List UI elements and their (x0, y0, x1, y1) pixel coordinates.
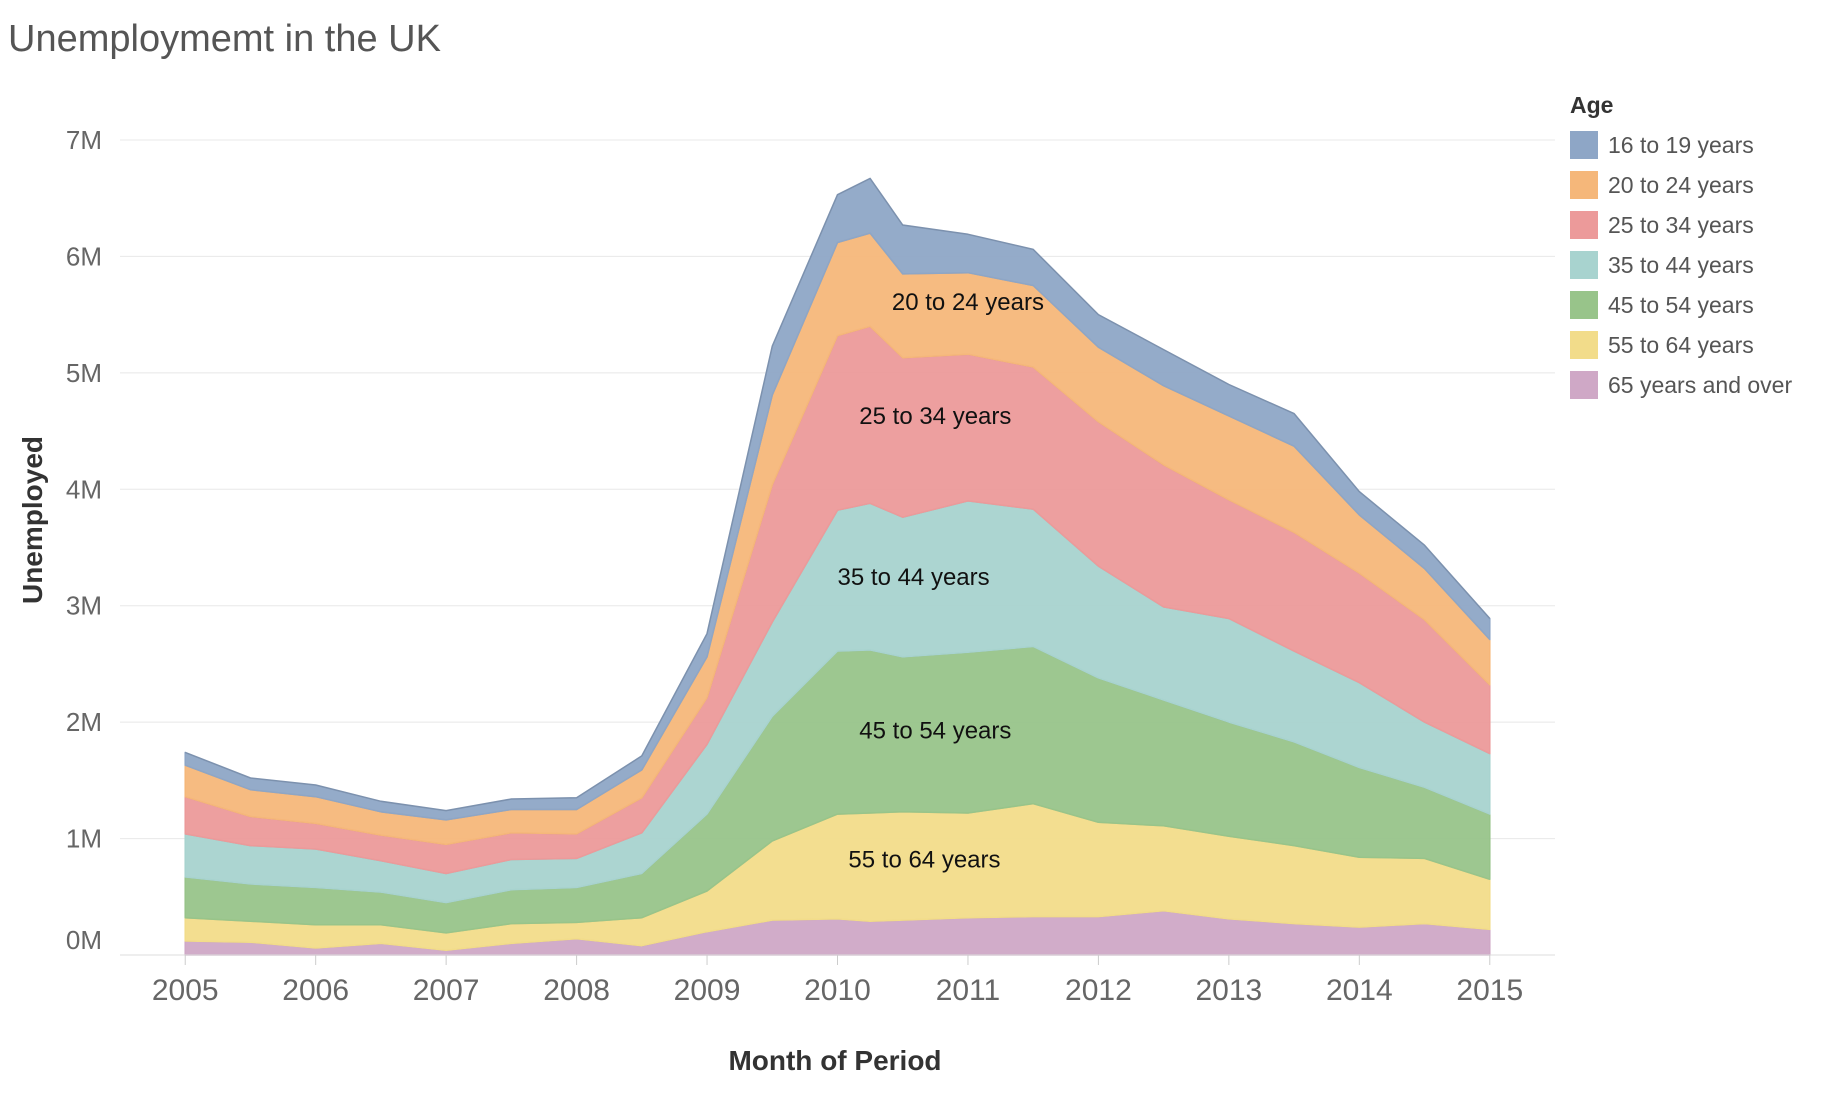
y-axis: 0M 1M 2M 3M 4M 5M 6M 7M (66, 125, 102, 955)
area-label: 25 to 34 years (859, 403, 1011, 430)
y-tick-label: 2M (66, 707, 102, 737)
x-tick-label: 2014 (1326, 974, 1393, 1007)
legend-label: 65 years and over (1608, 371, 1793, 398)
chart-title: Unemploymemt in the UK (8, 18, 441, 60)
y-tick-label: 5M (66, 358, 102, 388)
legend-swatch (1570, 171, 1598, 199)
y-tick-label: 3M (66, 591, 102, 621)
x-tick-label: 2008 (543, 974, 610, 1007)
x-tick-label: 2007 (413, 974, 480, 1007)
y-tick-label: 1M (66, 824, 102, 854)
x-tick-label: 2013 (1195, 974, 1262, 1007)
area-label: 20 to 24 years (892, 289, 1044, 316)
legend-label: 16 to 19 years (1608, 131, 1754, 158)
legend-label: 45 to 54 years (1608, 291, 1754, 318)
legend-swatch (1570, 131, 1598, 159)
x-tick-label: 2015 (1456, 974, 1523, 1007)
legend-item[interactable]: 16 to 19 years (1570, 125, 1792, 165)
x-axis: 2005 2006 2007 2008 2009 2010 2011 2012 2013 2014… (120, 954, 1555, 1007)
legend-item[interactable]: 65 years and over (1570, 365, 1792, 405)
y-tick-label: 0M (66, 925, 102, 955)
y-tick-label: 7M (66, 125, 102, 155)
legend-item[interactable]: 20 to 24 years (1570, 165, 1792, 205)
legend-label: 20 to 24 years (1608, 171, 1754, 198)
legend-item[interactable]: 35 to 44 years (1570, 245, 1792, 285)
y-tick-label: 4M (66, 474, 102, 504)
area-edge-16-to-19-years (184, 177, 1491, 812)
legend-item[interactable]: 25 to 34 years (1570, 205, 1792, 245)
legend: Age 16 to 19 years 20 to 24 years 25 to 34… (1570, 92, 1792, 405)
x-tick-label: 2012 (1065, 974, 1132, 1007)
legend-label: 35 to 44 years (1608, 251, 1754, 278)
legend-title: Age (1570, 92, 1614, 118)
area-label: 35 to 44 years (838, 564, 990, 591)
x-tick-label: 2010 (804, 974, 871, 1007)
x-tick-label: 2011 (936, 974, 1001, 1007)
y-axis-title: Unemployed (17, 436, 48, 604)
legend-label: 25 to 34 years (1608, 211, 1754, 238)
legend-swatch (1570, 331, 1598, 359)
legend-swatch (1570, 291, 1598, 319)
legend-swatch (1570, 211, 1598, 239)
legend-item[interactable]: 55 to 64 years (1570, 325, 1792, 365)
area-label: 55 to 64 years (848, 847, 1000, 874)
legend-swatch (1570, 251, 1598, 279)
y-tick-label: 6M (66, 241, 102, 271)
area-labels: 20 to 24 years 25 to 34 years 35 to 44 yea… (838, 289, 1044, 874)
legend-swatch (1570, 371, 1598, 399)
x-tick-label: 2005 (152, 974, 219, 1007)
legend-label: 55 to 64 years (1608, 331, 1754, 358)
area-series (184, 177, 1491, 956)
x-axis-title: Month of Period (728, 1045, 941, 1076)
x-tick-label: 2009 (674, 974, 741, 1007)
legend-item[interactable]: 45 to 54 years (1570, 285, 1792, 325)
area-16-to-19-years (184, 177, 1491, 821)
area-label: 45 to 54 years (859, 717, 1011, 744)
x-tick-label: 2006 (282, 974, 349, 1007)
